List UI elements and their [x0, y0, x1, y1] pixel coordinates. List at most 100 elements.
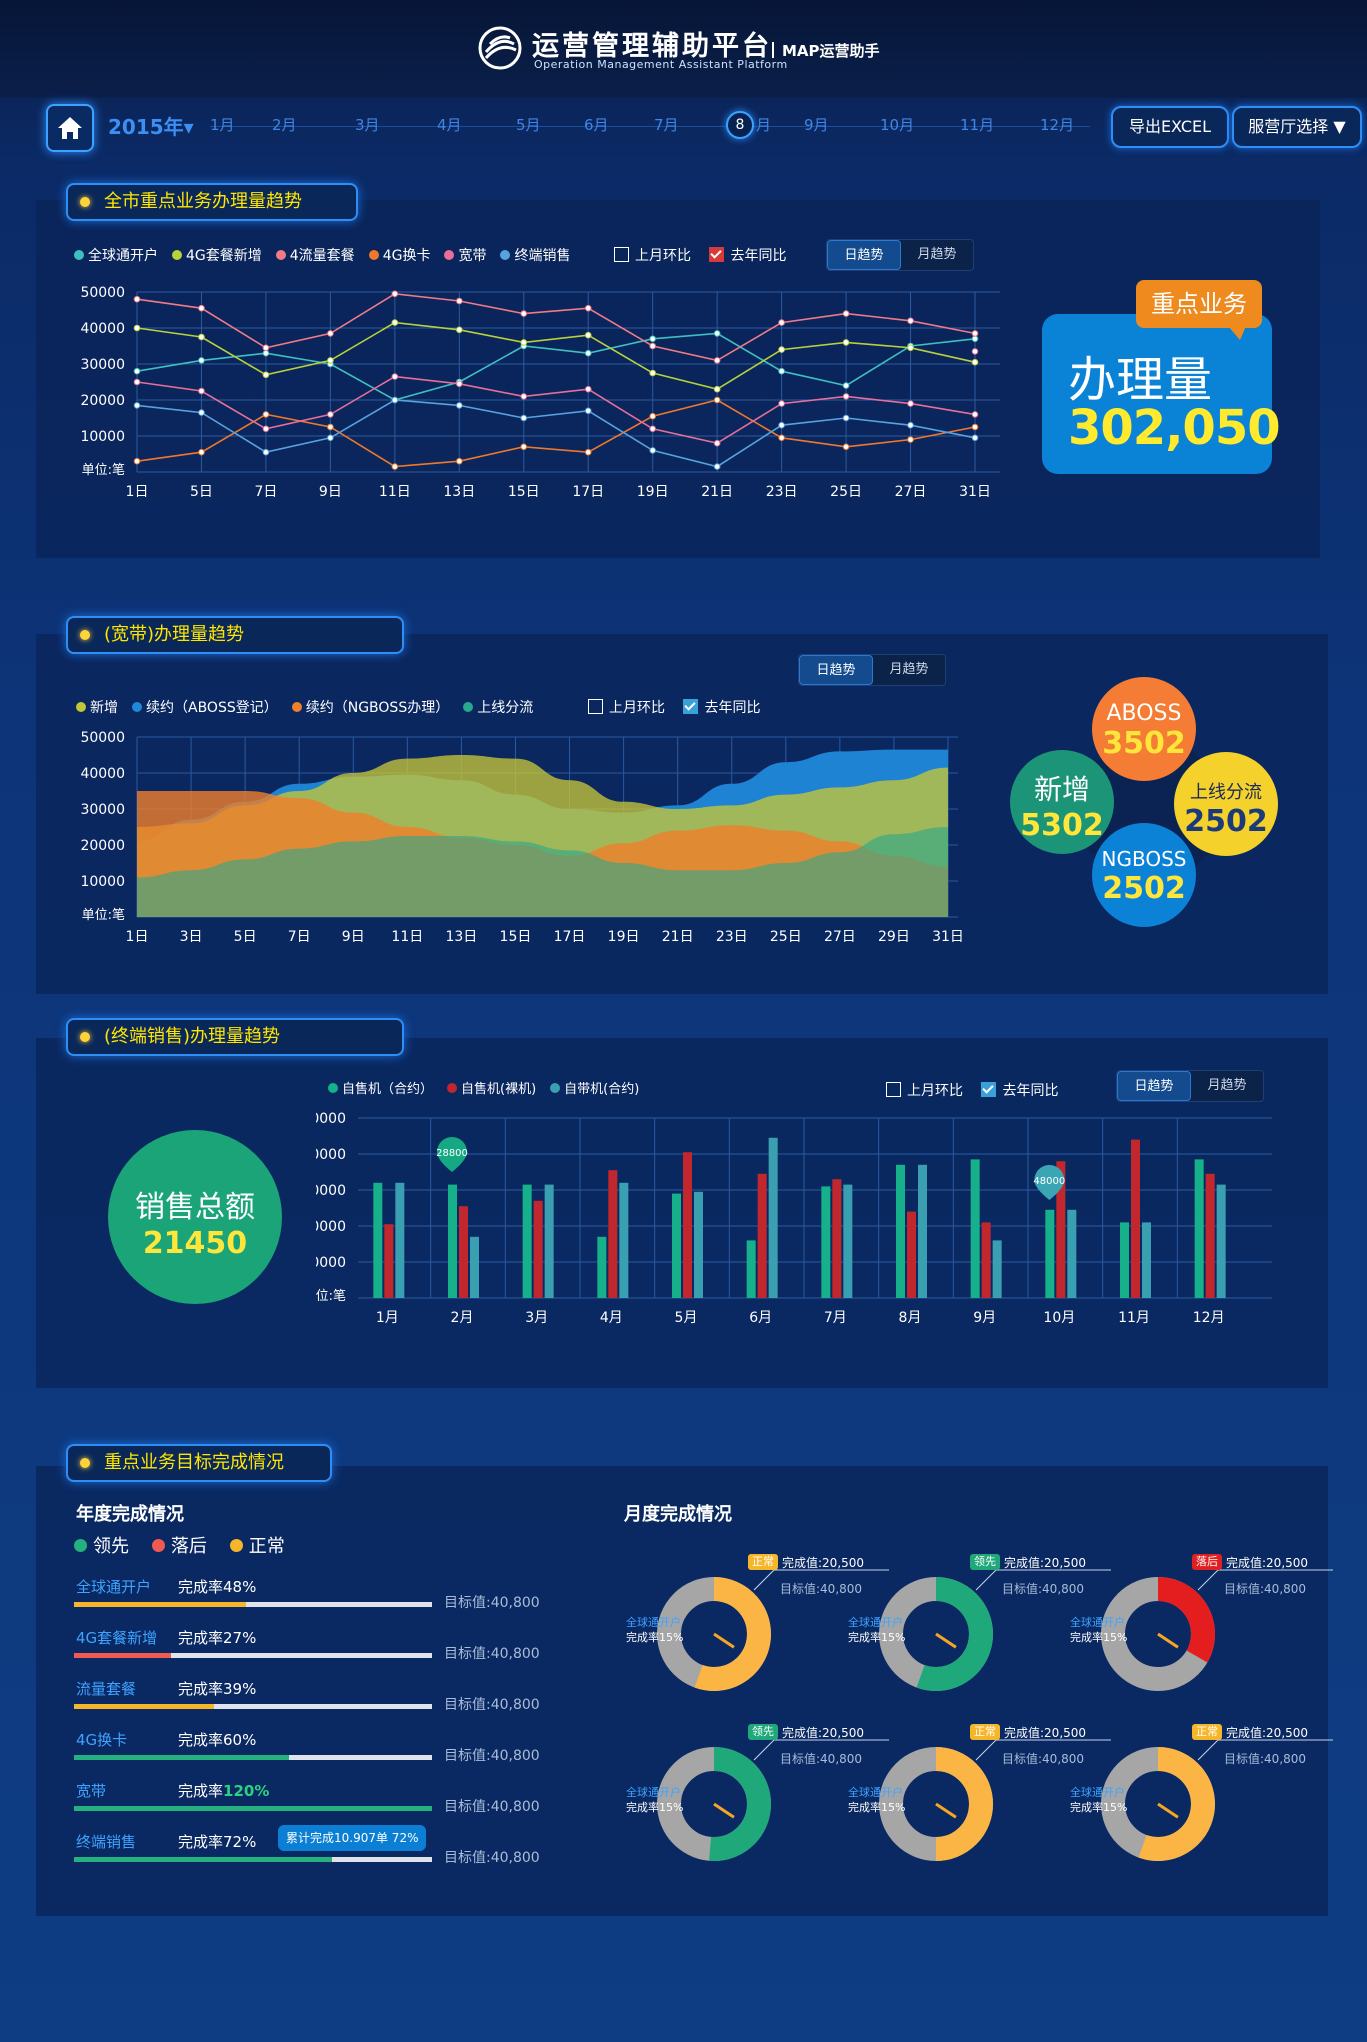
data-point[interactable] [391, 373, 399, 380]
bar[interactable] [1056, 1161, 1066, 1298]
data-point[interactable] [778, 346, 785, 353]
data-point[interactable] [649, 412, 656, 420]
data-point[interactable] [713, 463, 721, 470]
legend-item[interactable]: 终端销售 [500, 245, 570, 265]
data-point[interactable] [649, 369, 656, 377]
data-point[interactable] [198, 448, 205, 456]
data-point[interactable] [262, 344, 270, 352]
month-item[interactable]: 10月 [880, 116, 915, 134]
data-point[interactable] [584, 407, 592, 415]
data-point[interactable] [778, 421, 785, 429]
bar[interactable] [1045, 1209, 1055, 1298]
legend-item[interactable]: 4G套餐新增 [172, 245, 262, 265]
data-point[interactable] [649, 425, 656, 433]
data-point[interactable] [520, 414, 528, 422]
data-point[interactable] [907, 436, 914, 443]
data-point[interactable] [713, 439, 721, 447]
data-point[interactable] [842, 414, 850, 422]
data-point[interactable] [133, 367, 141, 375]
bar[interactable] [757, 1173, 767, 1298]
data-point[interactable] [778, 319, 785, 326]
legend-item[interactable]: 自售机(裸机) [447, 1078, 536, 1097]
data-point[interactable] [520, 339, 528, 346]
data-point[interactable] [133, 295, 141, 303]
bar[interactable] [821, 1186, 831, 1298]
bar[interactable] [672, 1193, 681, 1298]
bar[interactable] [1067, 1209, 1077, 1298]
data-point[interactable] [262, 448, 270, 456]
month-item[interactable]: 11月 [960, 116, 995, 134]
legend-item[interactable]: 续约（ABOSS登记） [132, 697, 278, 717]
day-trend-tab[interactable]: 日趋势 [799, 655, 873, 685]
data-point[interactable] [327, 357, 334, 364]
data-point[interactable] [842, 393, 850, 400]
legend-item[interactable]: 全球通开户 [74, 245, 158, 265]
bar[interactable] [992, 1240, 1002, 1298]
data-point[interactable] [907, 421, 914, 429]
data-point[interactable] [391, 396, 399, 404]
data-point[interactable] [133, 378, 141, 386]
month-trend-tab[interactable]: 月趋势 [889, 662, 929, 677]
data-point[interactable] [584, 349, 592, 357]
legend-item[interactable]: 宽带 [444, 245, 486, 265]
data-point[interactable] [584, 448, 592, 456]
data-point[interactable] [584, 385, 592, 393]
yoy-checkbox[interactable]: 去年同比 [981, 1080, 1058, 1100]
data-point[interactable] [391, 290, 399, 298]
data-point[interactable] [713, 357, 721, 364]
bar[interactable] [608, 1170, 618, 1298]
data-point[interactable] [713, 385, 721, 393]
month-trend-tab[interactable]: 月趋势 [1207, 1078, 1247, 1093]
data-point[interactable] [327, 434, 334, 442]
data-point[interactable] [198, 333, 205, 341]
data-point[interactable] [456, 457, 463, 465]
yoy-checkbox[interactable]: 去年同比 [709, 245, 786, 265]
data-point[interactable] [971, 411, 979, 418]
data-point[interactable] [456, 402, 463, 409]
mom-checkbox[interactable]: 上月环比 [588, 697, 665, 717]
data-point[interactable] [198, 409, 205, 416]
legend-item[interactable]: 4流量套餐 [275, 245, 355, 265]
bar[interactable] [896, 1164, 905, 1298]
export-excel-button[interactable]: 导出EXCEL [1111, 106, 1229, 148]
data-point[interactable] [971, 423, 979, 431]
month-item[interactable]: 6月 [584, 116, 609, 134]
data-point[interactable] [971, 330, 979, 337]
bar[interactable] [832, 1179, 842, 1298]
yoy-checkbox[interactable]: 去年同比 [683, 697, 760, 717]
data-point[interactable] [327, 411, 334, 418]
bar[interactable] [1216, 1184, 1226, 1298]
data-point[interactable] [133, 324, 141, 332]
bar[interactable] [1131, 1139, 1140, 1298]
bar[interactable] [373, 1182, 383, 1298]
data-point[interactable] [262, 425, 270, 433]
data-point[interactable] [649, 342, 656, 350]
day-trend-tab[interactable]: 日趋势 [827, 240, 901, 270]
bar[interactable] [1194, 1159, 1204, 1298]
month-item[interactable]: 5月 [516, 116, 541, 134]
bar[interactable] [533, 1200, 543, 1298]
month-item[interactable]: 1月 [210, 116, 235, 134]
data-point[interactable] [649, 335, 656, 343]
data-point[interactable] [907, 400, 914, 407]
data-point[interactable] [520, 393, 528, 400]
data-point[interactable] [327, 330, 334, 337]
month-item[interactable]: 9月 [804, 116, 829, 134]
month-item[interactable]: 4月 [437, 116, 462, 134]
data-point[interactable] [842, 339, 850, 346]
data-point[interactable] [971, 335, 979, 343]
bar[interactable] [522, 1184, 532, 1298]
bar[interactable] [1142, 1222, 1151, 1298]
bar[interactable] [597, 1236, 607, 1298]
bar[interactable] [619, 1182, 629, 1298]
bar[interactable] [448, 1184, 457, 1298]
month-item[interactable]: 2月 [272, 116, 297, 134]
data-point[interactable] [198, 357, 205, 364]
data-point[interactable] [262, 349, 270, 357]
data-point[interactable] [520, 310, 528, 317]
data-point[interactable] [842, 443, 850, 451]
data-point[interactable] [971, 348, 979, 355]
bar[interactable] [981, 1222, 991, 1298]
bar[interactable] [768, 1137, 778, 1298]
month-trend-tab[interactable]: 月趋势 [917, 247, 957, 262]
